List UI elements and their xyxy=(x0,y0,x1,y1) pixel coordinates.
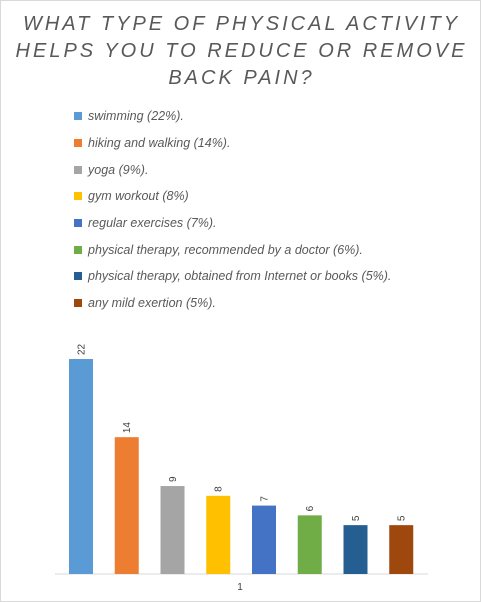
legend-label: physical therapy, recommended by a docto… xyxy=(88,242,363,257)
legend-label: physical therapy, obtained from Internet… xyxy=(88,269,392,284)
bar xyxy=(297,515,322,574)
bar xyxy=(206,495,231,574)
legend-swatch xyxy=(74,245,82,254)
bar xyxy=(69,359,93,574)
legend-label: any mild exertion (5%). xyxy=(88,296,216,311)
bar xyxy=(343,525,368,574)
bar xyxy=(114,437,139,574)
bar-data-label: 8 xyxy=(214,486,225,492)
legend-label: swimming (22%). xyxy=(88,109,184,124)
legend-swatch xyxy=(74,219,82,228)
x-tick-label: 1 xyxy=(237,582,243,593)
bar-data-label: 22 xyxy=(77,343,88,355)
bar-data-label: 5 xyxy=(397,515,408,521)
chart-legend: swimming (22%). hiking and walking (14%).… xyxy=(74,103,391,317)
chart-title-line: HELPS YOU TO REDUCE OR REMOVE xyxy=(15,40,468,62)
legend-item: physical therapy, obtained from Internet… xyxy=(74,263,391,290)
legend-swatch xyxy=(74,165,82,174)
legend-label: regular exercises (7%). xyxy=(88,216,217,231)
bar-data-label: 9 xyxy=(168,476,179,482)
legend-swatch xyxy=(74,272,82,281)
chart-title-line: BACK PAIN? xyxy=(168,67,315,89)
legend-item: any mild exertion (5%). xyxy=(74,290,391,317)
legend-swatch xyxy=(74,112,82,121)
chart-title-line: WHAT TYPE OF PHYSICAL ACTIVITY xyxy=(22,13,461,35)
legend-item: physical therapy, recommended by a docto… xyxy=(74,236,391,263)
legend-label: hiking and walking (14%). xyxy=(88,136,231,151)
bar-group: 22 14 9 8 7 6 5 5 xyxy=(69,343,414,574)
chart-title: WHAT TYPE OF PHYSICAL ACTIVITY HELPS YOU… xyxy=(1,11,481,92)
legend-swatch xyxy=(74,139,82,148)
legend-item: gym workout (8%) xyxy=(74,183,391,210)
legend-item: regular exercises (7%). xyxy=(74,210,391,237)
bar-data-label: 14 xyxy=(122,422,133,434)
legend-item: yoga (9%). xyxy=(74,156,391,183)
bar xyxy=(389,525,414,574)
legend-item: hiking and walking (14%). xyxy=(74,130,391,157)
legend-item: swimming (22%). xyxy=(74,103,391,130)
bar xyxy=(160,486,185,574)
legend-swatch xyxy=(74,299,82,308)
bar-data-label: 6 xyxy=(305,505,316,511)
bar-data-label: 5 xyxy=(351,515,362,521)
legend-swatch xyxy=(74,192,82,201)
bar-data-label: 7 xyxy=(260,496,271,502)
legend-label: gym workout (8%) xyxy=(88,189,189,204)
bar xyxy=(252,505,276,574)
legend-label: yoga (9%). xyxy=(88,162,149,177)
